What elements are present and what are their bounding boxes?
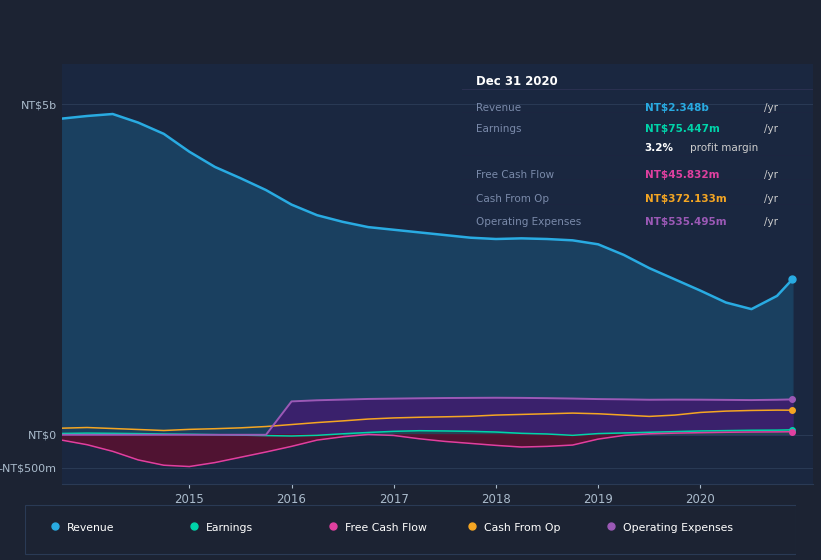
Text: profit margin: profit margin (690, 143, 759, 153)
Text: 3.2%: 3.2% (644, 143, 673, 153)
Text: Earnings: Earnings (206, 523, 253, 533)
Text: /yr: /yr (764, 194, 777, 204)
Text: Dec 31 2020: Dec 31 2020 (476, 74, 558, 88)
Text: Operating Expenses: Operating Expenses (623, 523, 732, 533)
Text: Cash From Op: Cash From Op (476, 194, 549, 204)
Text: NT$45.832m: NT$45.832m (644, 170, 719, 180)
Text: Free Cash Flow: Free Cash Flow (476, 170, 554, 180)
Text: Revenue: Revenue (476, 102, 521, 113)
Text: /yr: /yr (764, 124, 777, 134)
Text: /yr: /yr (764, 102, 777, 113)
Text: NT$2.348b: NT$2.348b (644, 102, 709, 113)
Text: Earnings: Earnings (476, 124, 522, 134)
Text: Revenue: Revenue (67, 523, 115, 533)
Text: NT$75.447m: NT$75.447m (644, 124, 719, 134)
Text: /yr: /yr (764, 170, 777, 180)
Text: /yr: /yr (764, 217, 777, 227)
Text: Operating Expenses: Operating Expenses (476, 217, 581, 227)
Text: NT$535.495m: NT$535.495m (644, 217, 726, 227)
Text: Free Cash Flow: Free Cash Flow (345, 523, 427, 533)
Text: Cash From Op: Cash From Op (484, 523, 560, 533)
Text: NT$372.133m: NT$372.133m (644, 194, 727, 204)
